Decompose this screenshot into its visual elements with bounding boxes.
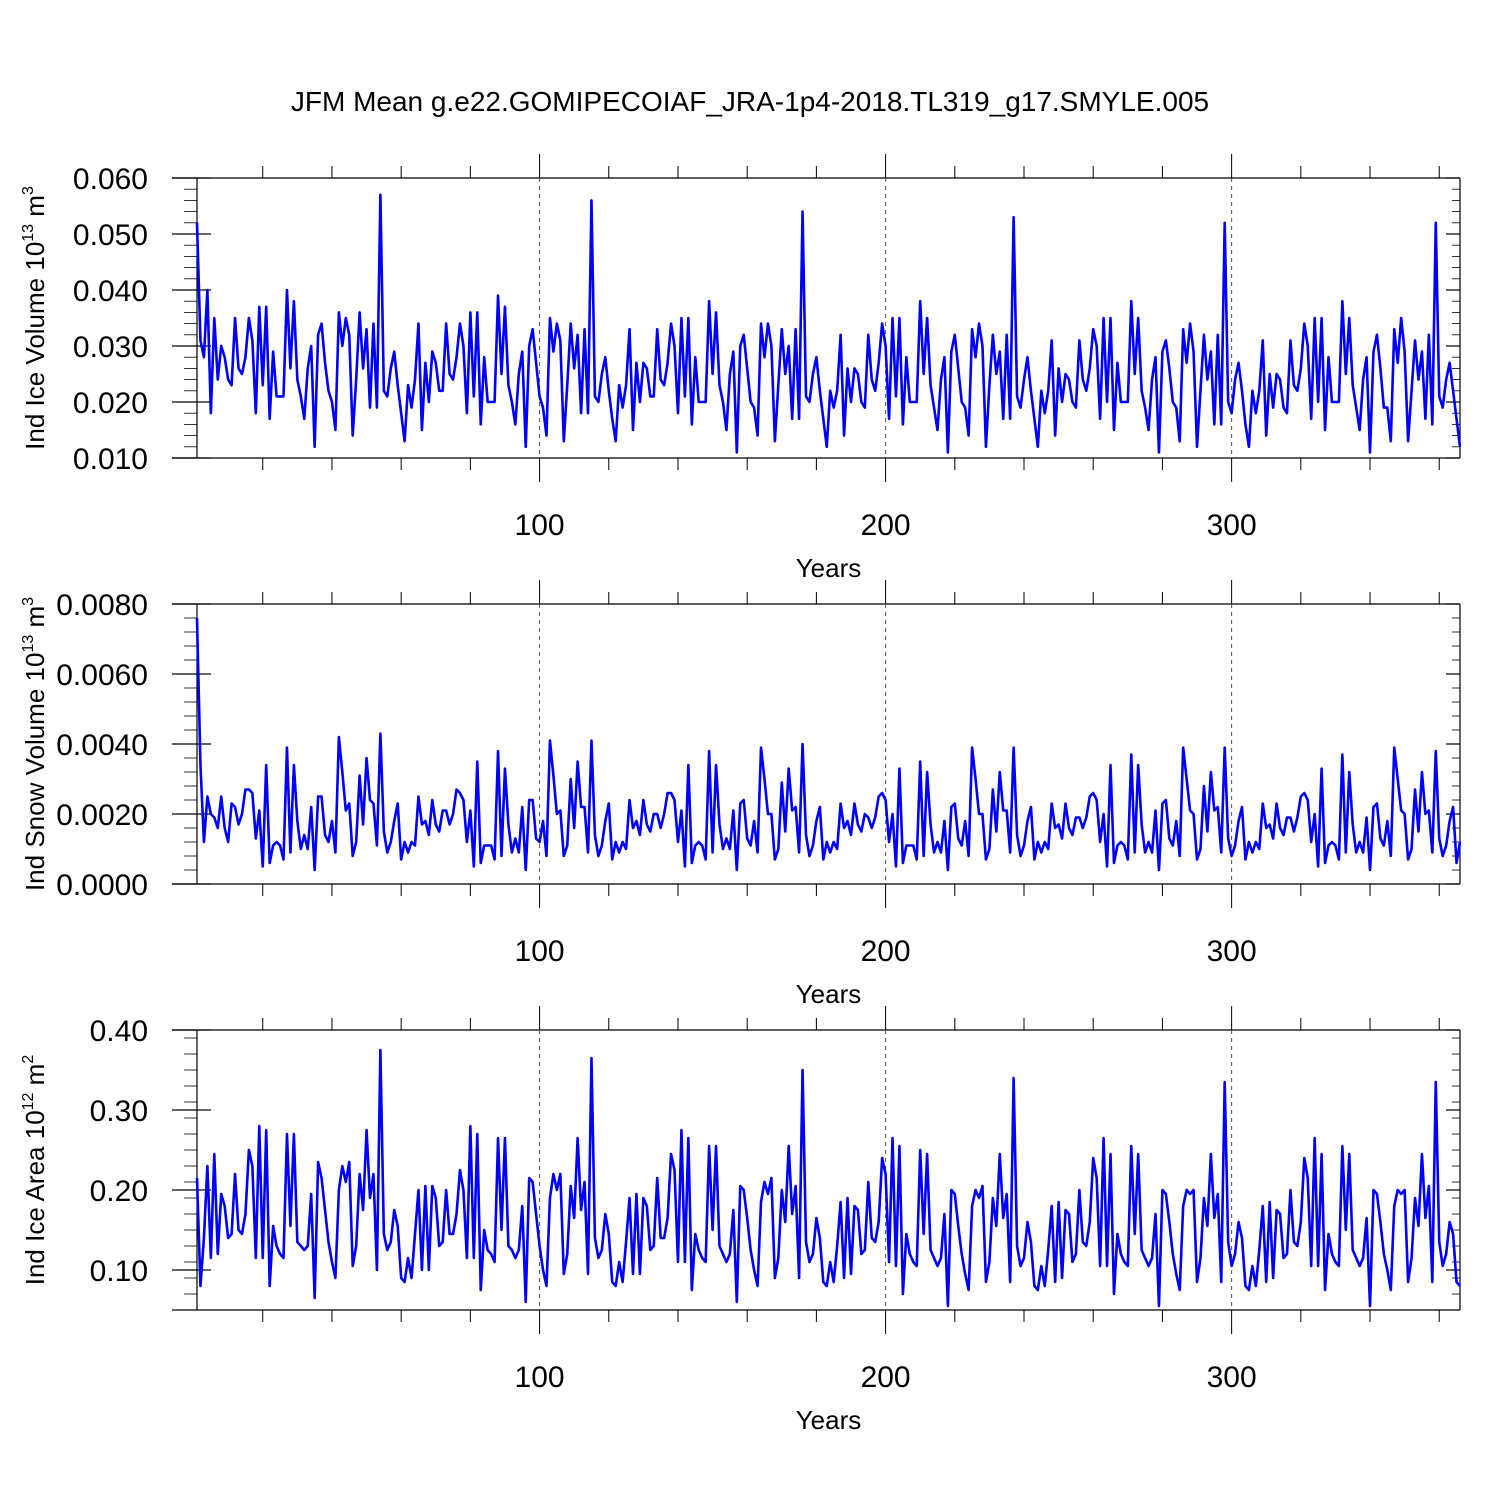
y-tick-label: 0.0080 — [56, 589, 148, 622]
y-axis-label-part: m — [20, 606, 50, 635]
y-tick-label: 0.10 — [90, 1255, 148, 1288]
x-tick-label: 100 — [515, 1361, 565, 1394]
y-tick-label: 0.0060 — [56, 659, 148, 692]
y-tick-label: 0.020 — [73, 387, 148, 420]
series-line — [195, 193, 1462, 454]
y-tick-label: 0.0020 — [56, 799, 148, 832]
y-tick-label: 0.040 — [73, 275, 148, 308]
y-tick-label: 0.20 — [90, 1175, 148, 1208]
y-tick-label: 0.060 — [73, 163, 148, 196]
panel-1: 0.010 0.020 0.030 0.040 0.050 0.060 100 200 300 Y… — [20, 154, 1462, 583]
y-axis-label: Ind Ice Volume 1013 m3 — [20, 186, 50, 450]
x-tick-label: 100 — [515, 509, 565, 542]
y-axis-label: Ind Ice Area 1012 m2 — [20, 1055, 50, 1286]
series-line — [195, 617, 1462, 872]
x-tick-label: 300 — [1207, 1361, 1257, 1394]
x-axis-label: Years — [796, 553, 862, 583]
x-tick-label: 300 — [1207, 935, 1257, 968]
y-tick-label: 0.050 — [73, 219, 148, 252]
y-axis-label-part: Ind Ice Volume 10 — [20, 242, 50, 450]
y-axis-label-superscript: 3 — [20, 597, 37, 606]
x-tick-label: 300 — [1207, 509, 1257, 542]
y-axis-label: Ind Snow Volume 1013 m3 — [20, 597, 50, 891]
x-axis-label: Years — [796, 979, 862, 1009]
panel-2: 0.0000 0.0020 0.0040 0.0060 0.0080 100 200 300 Y… — [20, 580, 1462, 1009]
chart-title: JFM Mean g.e22.GOMIPECOIAF_JRA-1p4-2018.… — [290, 86, 1210, 117]
y-axis-label-superscript: 13 — [20, 224, 37, 242]
y-tick-label: 0.030 — [73, 331, 148, 364]
y-axis-label-part: m — [20, 1064, 50, 1093]
y-tick-label: 0.0000 — [56, 869, 148, 902]
y-tick-label: 0.010 — [73, 443, 148, 476]
y-axis-label-superscript: 2 — [20, 1055, 37, 1064]
y-axis-label-superscript: 13 — [20, 635, 37, 653]
y-axis-label-part: Ind Ice Area 10 — [20, 1110, 50, 1285]
y-tick-label: 0.0040 — [56, 729, 148, 762]
series-line — [195, 1048, 1461, 1308]
x-tick-label: 200 — [861, 935, 911, 968]
x-tick-label: 200 — [861, 1361, 911, 1394]
panel-3: 0.10 0.20 0.30 0.40 100 200 300 Years Ind Ice Ar… — [20, 1006, 1461, 1435]
y-axis-label-superscript: 12 — [20, 1092, 37, 1110]
y-tick-label: 0.30 — [90, 1095, 148, 1128]
x-tick-label: 200 — [861, 509, 911, 542]
x-axis-label: Years — [796, 1405, 862, 1435]
y-tick-label: 0.40 — [90, 1015, 148, 1048]
x-tick-label: 100 — [515, 935, 565, 968]
y-axis-label-part: m — [20, 195, 50, 224]
y-axis-label-superscript: 3 — [20, 186, 37, 195]
y-axis-label-part: Ind Snow Volume 10 — [20, 653, 50, 892]
